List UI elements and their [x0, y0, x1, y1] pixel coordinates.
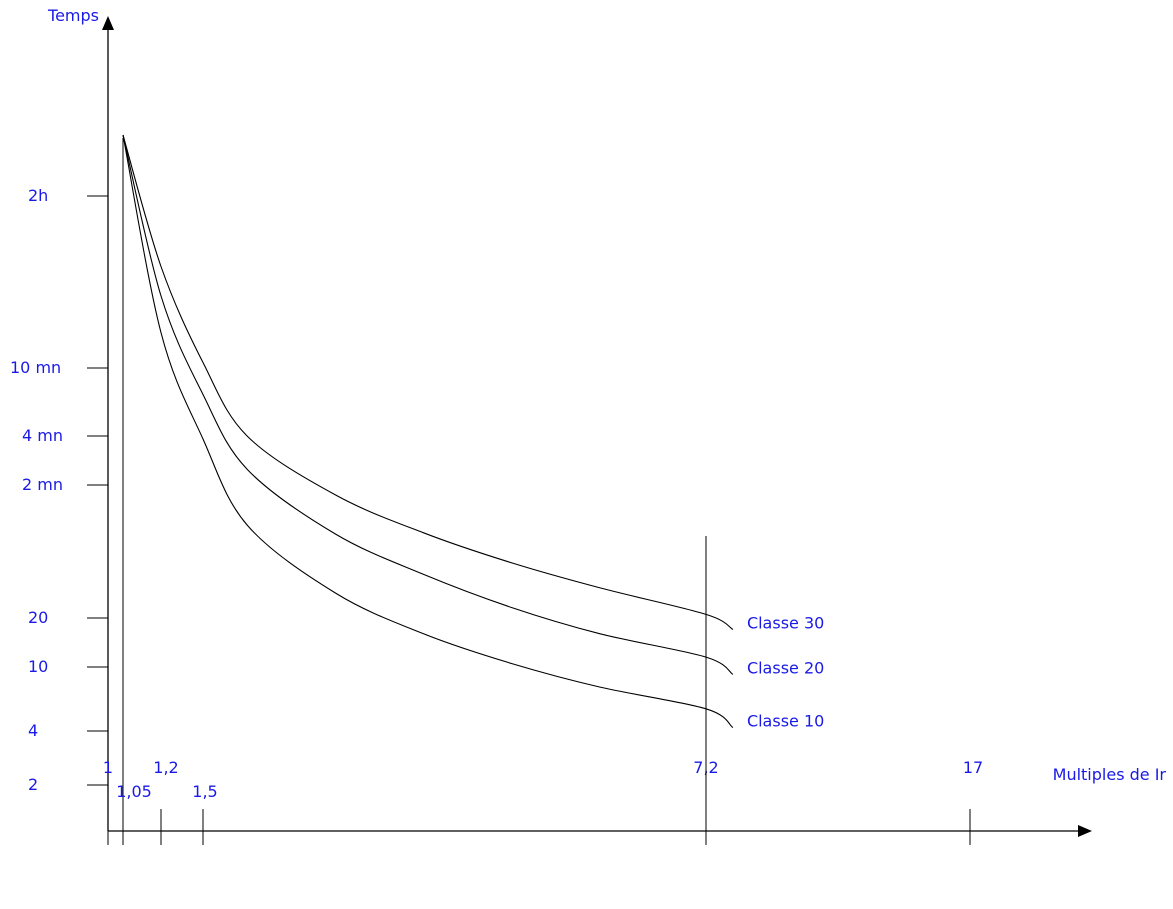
y-axis-label: Temps — [47, 6, 99, 25]
x-tick-label-17: 17 — [963, 758, 983, 777]
y-tick-label-2h: 2h — [28, 186, 48, 205]
curve-classe-20 — [122, 134, 734, 675]
curves — [122, 134, 734, 729]
y-tick-label-4-mn: 4 mn — [22, 426, 63, 445]
series-label-classe-20: Classe 20 — [747, 658, 824, 677]
curve-classe-30 — [122, 134, 734, 630]
y-tick-label-10-mn: 10 mn — [10, 358, 61, 377]
axes: Temps Multiples de Ir — [47, 6, 1166, 837]
x-tick-label-1: 1 — [103, 758, 113, 777]
series-label-classe-10: Classe 10 — [747, 712, 824, 731]
series-label-classe-30: Classe 30 — [747, 613, 824, 632]
x-tick-label-1-05: 1,05 — [116, 782, 152, 801]
x-axis-label: Multiples de Ir — [1053, 765, 1167, 784]
y-tick-label-4: 4 — [28, 721, 38, 740]
series-labels: Classe 30 Classe 20 Classe 10 — [747, 613, 824, 730]
y-ticks: 2 4 10 20 2 mn 4 mn 10 mn 2h — [10, 186, 108, 794]
curve-classe-10 — [122, 134, 734, 729]
y-tick-label-2: 2 — [28, 775, 38, 794]
y-tick-label-2-mn: 2 mn — [22, 475, 63, 494]
x-axis-arrow-icon — [1078, 825, 1092, 837]
y-tick-label-10: 10 — [28, 657, 48, 676]
x-tick-label-1-2: 1,2 — [153, 758, 178, 777]
y-tick-label-20: 20 — [28, 608, 48, 627]
x-tick-label-1-5: 1,5 — [192, 782, 217, 801]
x-ticks: 11,051,21,57,2 17 — [103, 758, 983, 845]
y-axis-arrow-icon — [102, 16, 114, 30]
